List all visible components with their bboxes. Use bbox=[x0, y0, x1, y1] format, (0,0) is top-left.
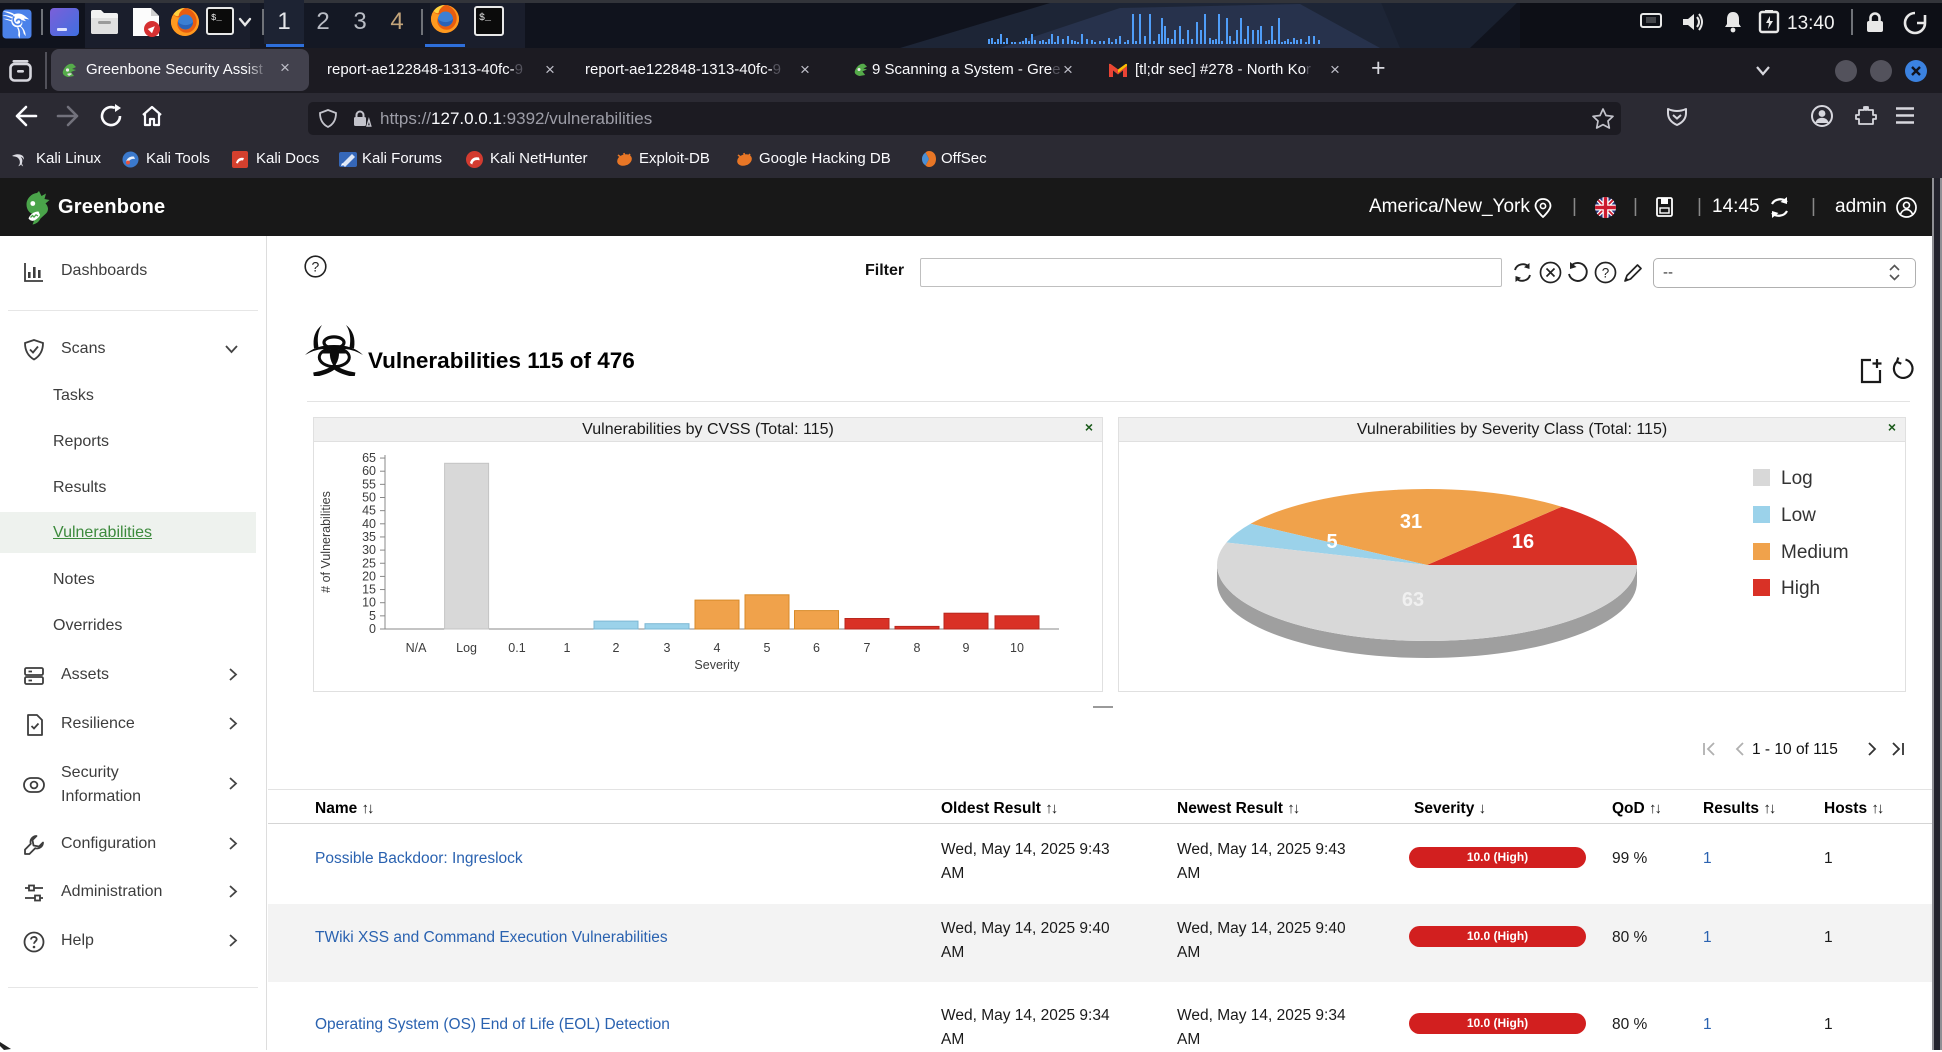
svg-text:60: 60 bbox=[362, 464, 376, 478]
svg-text:55: 55 bbox=[362, 477, 376, 491]
svg-text:5: 5 bbox=[764, 641, 771, 655]
svg-text:45: 45 bbox=[362, 504, 376, 518]
svg-text:5: 5 bbox=[369, 609, 376, 623]
svg-text:7: 7 bbox=[864, 641, 871, 655]
svg-text:15: 15 bbox=[362, 583, 376, 597]
svg-text:Severity: Severity bbox=[694, 658, 740, 672]
svg-text:4: 4 bbox=[714, 641, 721, 655]
svg-text:?: ? bbox=[1602, 265, 1610, 280]
svg-text:$_: $_ bbox=[211, 13, 222, 23]
svg-text:35: 35 bbox=[362, 530, 376, 544]
svg-text:3: 3 bbox=[664, 641, 671, 655]
svg-text:Log: Log bbox=[1781, 468, 1813, 489]
svg-text:9: 9 bbox=[963, 641, 970, 655]
svg-text:High: High bbox=[1781, 578, 1820, 599]
svg-text:25: 25 bbox=[362, 556, 376, 570]
svg-text:10: 10 bbox=[362, 596, 376, 610]
svg-text:6: 6 bbox=[813, 641, 820, 655]
svg-text:0: 0 bbox=[369, 622, 376, 636]
svg-text:Log: Log bbox=[456, 641, 477, 655]
svg-text:20: 20 bbox=[362, 569, 376, 583]
svg-text:0.1: 0.1 bbox=[508, 641, 525, 655]
svg-text:1: 1 bbox=[564, 641, 571, 655]
svg-text:40: 40 bbox=[362, 517, 376, 531]
svg-text:30: 30 bbox=[362, 543, 376, 557]
svg-text:?: ? bbox=[312, 259, 320, 275]
svg-text:Low: Low bbox=[1781, 505, 1816, 526]
svg-text:50: 50 bbox=[362, 491, 376, 505]
svg-text:16: 16 bbox=[1512, 531, 1534, 553]
svg-text:5: 5 bbox=[1326, 531, 1337, 553]
svg-text:8: 8 bbox=[914, 641, 921, 655]
svg-text:63: 63 bbox=[1402, 589, 1424, 611]
svg-text:# of Vulnerabilities: # of Vulnerabilities bbox=[319, 491, 333, 593]
svg-text:65: 65 bbox=[362, 451, 376, 465]
svg-text:$_: $_ bbox=[479, 12, 492, 24]
svg-text:N/A: N/A bbox=[406, 641, 428, 655]
svg-text:31: 31 bbox=[1400, 511, 1422, 533]
svg-text:2: 2 bbox=[613, 641, 620, 655]
svg-text:Medium: Medium bbox=[1781, 542, 1849, 563]
svg-text:10: 10 bbox=[1010, 641, 1024, 655]
